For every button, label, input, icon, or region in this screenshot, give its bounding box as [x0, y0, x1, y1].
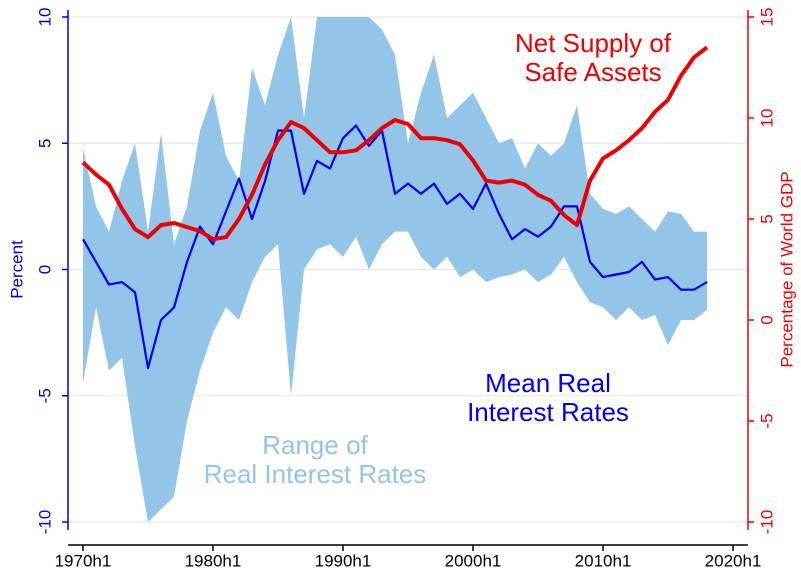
x-tick-label: 1990h1	[315, 551, 372, 569]
y-tick-label: -10	[35, 510, 54, 535]
y2-tick-label: -10	[757, 510, 776, 535]
annotation: Mean Real	[485, 368, 611, 398]
annotation: Safe Assets	[524, 57, 661, 87]
x-tick-label: 1980h1	[185, 551, 242, 569]
y2-tick-label: -5	[757, 413, 776, 428]
y2-tick-label: 15	[757, 8, 776, 27]
y-tick-label: 10	[35, 8, 54, 27]
y-tick-label: 5	[35, 139, 54, 148]
annotation: Net Supply of	[515, 28, 672, 58]
annotation: Real Interest Rates	[204, 459, 427, 489]
x-tick-label: 2020h1	[705, 551, 762, 569]
x-tick-label: 1970h1	[55, 551, 112, 569]
y-axis-label: Percent	[7, 240, 26, 299]
x-tick-label: 2000h1	[445, 551, 502, 569]
annotation: Range of	[262, 430, 368, 460]
series-line	[82, 124, 708, 370]
annotation: Interest Rates	[467, 397, 629, 427]
y-tick-label: -5	[35, 388, 54, 403]
x-tick-label: 2010h1	[575, 551, 632, 569]
series-line	[81, 45, 709, 242]
y2-tick-label: 0	[757, 315, 776, 324]
y2-tick-label: 10	[757, 109, 776, 128]
y2-tick-label: 5	[757, 214, 776, 223]
y2-axis-label: Percentage of World GDP	[777, 171, 796, 367]
y-tick-label: 0	[35, 265, 54, 274]
